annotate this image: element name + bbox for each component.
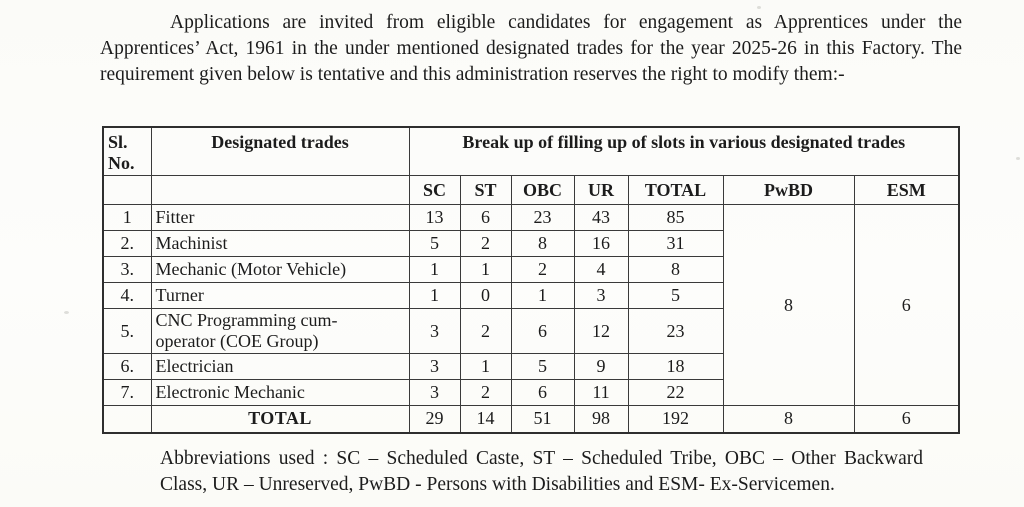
total-cell: 5	[627, 282, 724, 309]
col-header-pwbd: PwBD	[722, 175, 855, 205]
st-cell: 1	[459, 256, 512, 283]
total-cell: 85	[627, 204, 724, 231]
obc-cell: 6	[510, 308, 575, 354]
header-row-main: Sl. No. Designated trades Break up of fi…	[102, 126, 960, 176]
ur-cell: 16	[573, 230, 629, 257]
pwbd-merged-cell: 8	[722, 204, 855, 406]
esm-merged-cell: 6	[853, 204, 960, 406]
col-header-sc: SC	[408, 175, 461, 205]
st-cell: 2	[459, 379, 512, 406]
table-row: 2. Machinist 5 2 8 16 31	[102, 230, 959, 257]
col-header-breakup: Break up of filling up of slots in vario…	[408, 126, 960, 176]
obc-cell: 2	[510, 256, 575, 283]
scan-speck	[64, 311, 69, 314]
sl-no-cell: 7.	[102, 379, 152, 406]
trade-cell: Machinist	[150, 230, 410, 257]
col-header-blank-trade	[150, 175, 410, 205]
ur-cell: 43	[573, 204, 629, 231]
total-label-cell: TOTAL	[150, 405, 410, 433]
sl-no-cell: 1	[102, 204, 152, 231]
obc-cell: 5	[510, 353, 575, 380]
sl-no-cell: 2.	[102, 230, 152, 257]
total-cell: 8	[627, 256, 724, 283]
scan-speck	[1016, 157, 1020, 160]
total-sl-cell	[102, 405, 152, 433]
trade-cell: Electrician	[150, 353, 410, 380]
table-row: 1 Fitter 13 6 23 43 85 8 6	[102, 204, 960, 406]
ur-cell: 12	[573, 308, 629, 354]
sc-cell: 3	[408, 308, 461, 354]
col-header-designated-trades: Designated trades	[150, 126, 410, 176]
sc-cell: 3	[408, 379, 461, 406]
col-header-ur: UR	[573, 175, 629, 205]
col-header-esm: ESM	[853, 175, 960, 205]
total-esm-cell: 6	[853, 405, 960, 433]
sc-cell: 1	[408, 256, 461, 283]
abbreviations-note: Abbreviations used : SC – Scheduled Cast…	[160, 448, 923, 495]
intro-paragraph: Applications are invited from eligible c…	[100, 12, 962, 85]
obc-cell: 8	[510, 230, 575, 257]
col-header-blank-sl	[102, 175, 152, 205]
sc-cell: 1	[408, 282, 461, 309]
col-header-sl-no: Sl. No.	[102, 126, 152, 176]
total-cell: 23	[627, 308, 724, 354]
sl-no-cell: 4.	[102, 282, 152, 309]
obc-cell: 1	[510, 282, 575, 309]
sc-cell: 3	[408, 353, 461, 380]
col-header-total: TOTAL	[627, 175, 724, 205]
total-row: TOTAL 29 14 51 98 192 8 6	[102, 405, 960, 433]
trade-cell: Electronic Mechanic	[150, 379, 410, 406]
col-header-obc: OBC	[510, 175, 575, 205]
ur-cell: 11	[573, 379, 629, 406]
total-pwbd-cell: 8	[722, 405, 855, 433]
col-header-st: ST	[459, 175, 512, 205]
sc-cell: 13	[408, 204, 461, 231]
total-cell: 31	[627, 230, 724, 257]
trade-cell: CNC Programming cum- operator (COE Group…	[150, 308, 410, 354]
obc-cell: 23	[510, 204, 575, 231]
sl-no-cell: 3.	[102, 256, 152, 283]
sl-no-cell: 6.	[102, 353, 152, 380]
st-cell: 1	[459, 353, 512, 380]
trades-slots-table: Sl. No. Designated trades Break up of fi…	[102, 126, 961, 434]
st-cell: 2	[459, 230, 512, 257]
table-header: Sl. No. Designated trades Break up of fi…	[102, 126, 960, 205]
ur-cell: 4	[573, 256, 629, 283]
obc-cell: 6	[510, 379, 575, 406]
scan-speck	[757, 6, 761, 9]
trade-cell: Fitter	[150, 204, 410, 231]
st-cell: 0	[459, 282, 512, 309]
trades-table-body: 1 Fitter 13 6 23 43 85 8 6 2. Machinist 5 2 8 16 31 3. Me…	[102, 204, 960, 406]
total-cell: 18	[627, 353, 724, 380]
total-st-cell: 14	[459, 405, 512, 433]
total-obc-cell: 51	[510, 405, 575, 433]
trade-cell: Turner	[150, 282, 410, 309]
total-cell: 22	[627, 379, 724, 406]
sl-no-cell: 5.	[102, 308, 152, 354]
sc-cell: 5	[408, 230, 461, 257]
total-sc-cell: 29	[408, 405, 461, 433]
ur-cell: 9	[573, 353, 629, 380]
total-ur-cell: 98	[573, 405, 629, 433]
header-row-categories: SC ST OBC UR TOTAL PwBD ESM	[102, 175, 960, 205]
st-cell: 2	[459, 308, 512, 354]
total-total-cell: 192	[627, 405, 724, 433]
ur-cell: 3	[573, 282, 629, 309]
table-row: 7. Electronic Mechanic 3 2 6 11 22	[102, 379, 959, 406]
st-cell: 6	[459, 204, 512, 231]
table-row: 6. Electrician 3 1 5 9 18	[102, 353, 959, 380]
trade-cell: Mechanic (Motor Vehicle)	[150, 256, 410, 283]
